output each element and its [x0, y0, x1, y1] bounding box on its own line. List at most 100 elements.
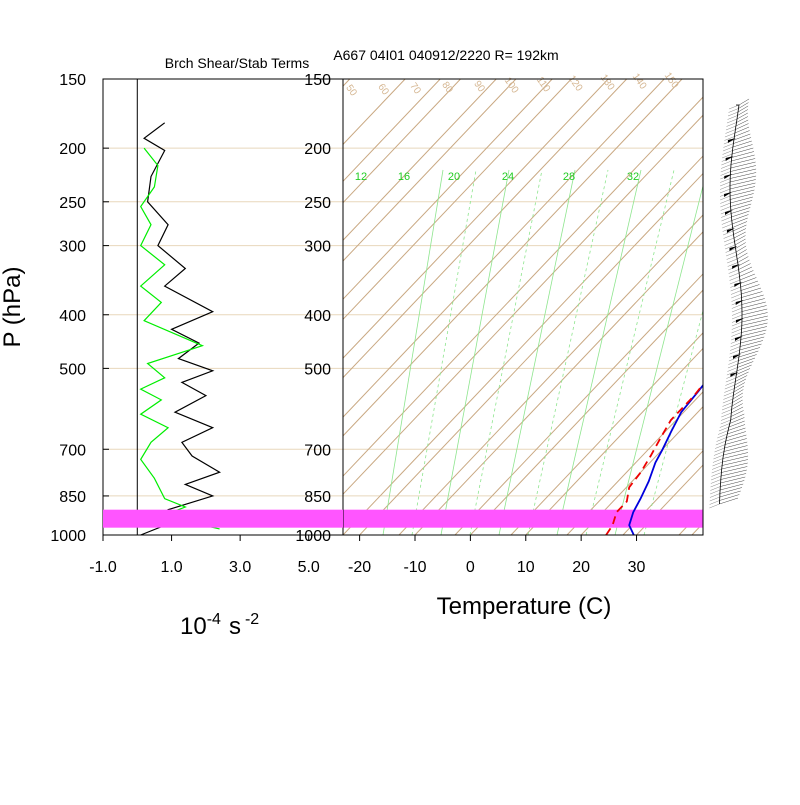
isotherm-line	[359, 172, 703, 535]
wind-barb	[741, 305, 767, 312]
isotherm-line	[343, 79, 461, 204]
wind-barb	[730, 165, 756, 172]
wind-barb	[738, 354, 757, 361]
shear-series-line-0	[140, 122, 222, 536]
dry-adiabat-line	[622, 450, 703, 535]
wind-barb-feather	[723, 230, 734, 236]
wind-barb-feather	[722, 146, 734, 152]
dry-adiabat-line	[343, 79, 497, 241]
wind-barb	[741, 291, 763, 298]
wind-barb-feather	[731, 297, 742, 302]
wind-barb	[736, 249, 747, 256]
dry-adiabat-line	[343, 79, 609, 359]
isotherm-line	[343, 79, 572, 321]
wind-barb-feather	[720, 195, 731, 201]
wind-barb	[741, 319, 768, 326]
wind-barb	[741, 298, 765, 305]
wind-barb-feather	[720, 202, 731, 208]
wind-barb-pennant	[724, 174, 733, 179]
mixing-ratio-line	[469, 169, 543, 535]
mixing-ratio-line	[440, 169, 510, 535]
skew-t-ticks: 150 200 250 300 400 500 700 850 1000 -20 -10 0 10 20 3…	[295, 72, 645, 576]
wind-barb-feather	[725, 125, 737, 131]
wind-barb-feather	[729, 353, 740, 358]
wind-barb-feather	[721, 220, 732, 225]
wind-barb-feather	[731, 332, 742, 337]
skew-t-y-tick-label: 1000	[295, 528, 331, 545]
wind-barb	[722, 459, 749, 466]
wind-barb-feather	[727, 258, 738, 264]
skew-t-x-tick-label: 10	[517, 559, 535, 576]
wind-barb	[733, 389, 744, 396]
wind-barb	[719, 487, 743, 494]
wind-barb	[731, 214, 749, 221]
isotherm-line	[414, 231, 703, 535]
wind-barb-feather	[729, 349, 740, 355]
wind-barb	[740, 280, 759, 288]
wind-barb-pennant	[732, 264, 741, 269]
wind-barb-feather	[726, 374, 737, 379]
isotherm-line	[636, 464, 703, 535]
wind-barb	[738, 259, 750, 267]
adiabat-label: 50	[343, 83, 359, 99]
wind-barb	[741, 287, 762, 295]
wind-barb	[720, 476, 746, 484]
wind-barb	[732, 217, 748, 225]
shear-panel-title: Brch Shear/Stab Terms	[165, 55, 309, 71]
wind-barb	[738, 350, 759, 358]
x-label-unit-exponent: -2	[245, 611, 259, 628]
wind-barb	[740, 277, 757, 284]
wind-barb-feather	[726, 251, 737, 257]
dry-adiabat-line	[398, 214, 703, 535]
wind-barb-feather	[729, 276, 740, 281]
wind-barb	[739, 347, 761, 354]
wind-barb	[730, 168, 757, 176]
skew-t-x-tick-label: 30	[628, 559, 646, 576]
wind-barb	[723, 445, 748, 452]
wind-barb-feather	[727, 111, 739, 117]
wind-barb	[719, 497, 739, 505]
shear-y-tick-label: 700	[59, 442, 86, 459]
shear-x-tick-label: 5.0	[298, 559, 320, 576]
wind-barb	[720, 480, 745, 487]
wind-barb-feather	[709, 500, 720, 505]
wind-barb-feather	[711, 468, 722, 474]
wind-barb-feather	[721, 405, 733, 411]
wind-barb-feather	[709, 496, 720, 502]
wind-barb-feather	[715, 440, 726, 446]
wind-barb-feather	[720, 181, 731, 187]
isotherm-line	[580, 406, 703, 535]
mixing-ratio-line	[498, 169, 576, 535]
wind-barb-feather	[722, 150, 733, 155]
wind-barb	[728, 420, 745, 428]
skew-t-title: A667 04I01 040912/2220 R= 192km	[333, 47, 558, 63]
mixing-ratio-line	[411, 169, 477, 535]
wind-barb-feather	[727, 363, 738, 369]
wind-barb-feather	[720, 199, 731, 204]
wind-barb-feather	[723, 237, 735, 243]
wind-barb	[719, 494, 740, 501]
wind-barb-feather	[711, 472, 722, 477]
mixing-ratio-line	[527, 169, 609, 535]
wind-barb-feather	[721, 160, 732, 166]
wind-barb-feather	[730, 286, 741, 292]
wind-barb	[740, 340, 764, 347]
wind-barb-feather	[720, 178, 731, 183]
isotherm-line	[470, 289, 703, 535]
mixing-ratio-label: 12	[355, 171, 367, 183]
wind-barb-feather	[726, 122, 737, 127]
wind-barb-feather	[726, 118, 738, 124]
wind-barb	[729, 417, 745, 424]
wind-barb-feather	[710, 489, 721, 495]
dry-adiabat-line	[791, 79, 800, 535]
wind-barb	[732, 144, 753, 151]
wind-barb-feather	[721, 409, 732, 414]
wind-barb	[726, 431, 746, 438]
wind-barb-feather	[713, 451, 725, 456]
x-label-exponent: -4	[207, 611, 221, 628]
wind-barb	[741, 326, 768, 333]
wind-barb-feather	[719, 185, 731, 190]
mixing-ratio-line	[614, 184, 703, 535]
wind-barb	[731, 406, 744, 414]
